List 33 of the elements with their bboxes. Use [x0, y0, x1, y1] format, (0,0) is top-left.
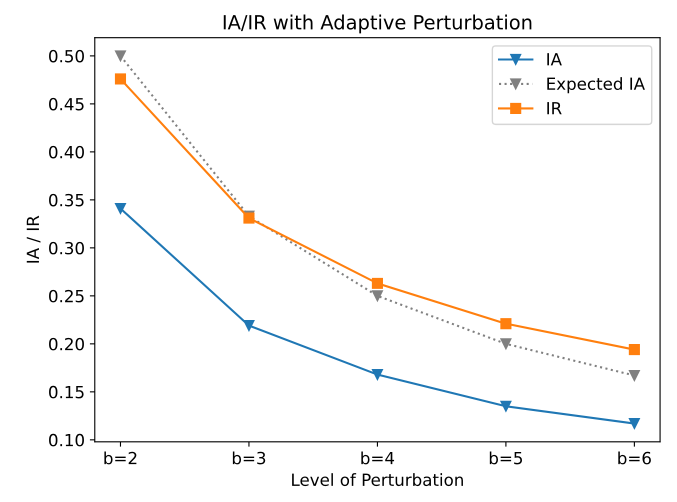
x-tick-label: b=6 — [618, 451, 651, 464]
point — [628, 344, 640, 356]
point — [243, 320, 255, 332]
chart-title: IA/IR with Adaptive Perturbation — [224, 14, 532, 34]
point — [500, 318, 512, 330]
y-tick-label: 0.50 — [49, 50, 84, 62]
y-tick-label: 0.40 — [49, 146, 84, 158]
y-tick-label: 0.20 — [49, 338, 84, 350]
y-tick-label: 0.35 — [49, 194, 84, 206]
point — [372, 369, 383, 380]
point — [628, 418, 640, 430]
point — [114, 73, 126, 84]
point — [372, 290, 383, 302]
x-tick-label: b=3 — [232, 451, 266, 464]
y-tick-label: 0.15 — [49, 386, 84, 398]
y-axis-title: IA / IR — [26, 216, 40, 263]
x-tick-label: b=2 — [104, 451, 136, 464]
legend-label: IR — [547, 102, 562, 114]
point — [500, 338, 512, 350]
legend-label: Expected IA — [547, 77, 645, 94]
y-tick-label: 0.25 — [49, 290, 84, 302]
x-axis-title: Level of Perturbation — [292, 473, 463, 486]
point — [114, 50, 126, 62]
point — [628, 370, 640, 382]
point — [114, 202, 126, 214]
point — [500, 400, 512, 412]
legend-label: IA — [547, 53, 562, 66]
y-tick-label: 0.30 — [49, 242, 84, 254]
x-tick-label: b=5 — [490, 451, 522, 464]
y-tick-label: 0.45 — [49, 98, 84, 110]
point — [372, 278, 383, 289]
y-tick-label: 0.10 — [49, 434, 84, 446]
x-tick-label: b=4 — [361, 451, 394, 464]
